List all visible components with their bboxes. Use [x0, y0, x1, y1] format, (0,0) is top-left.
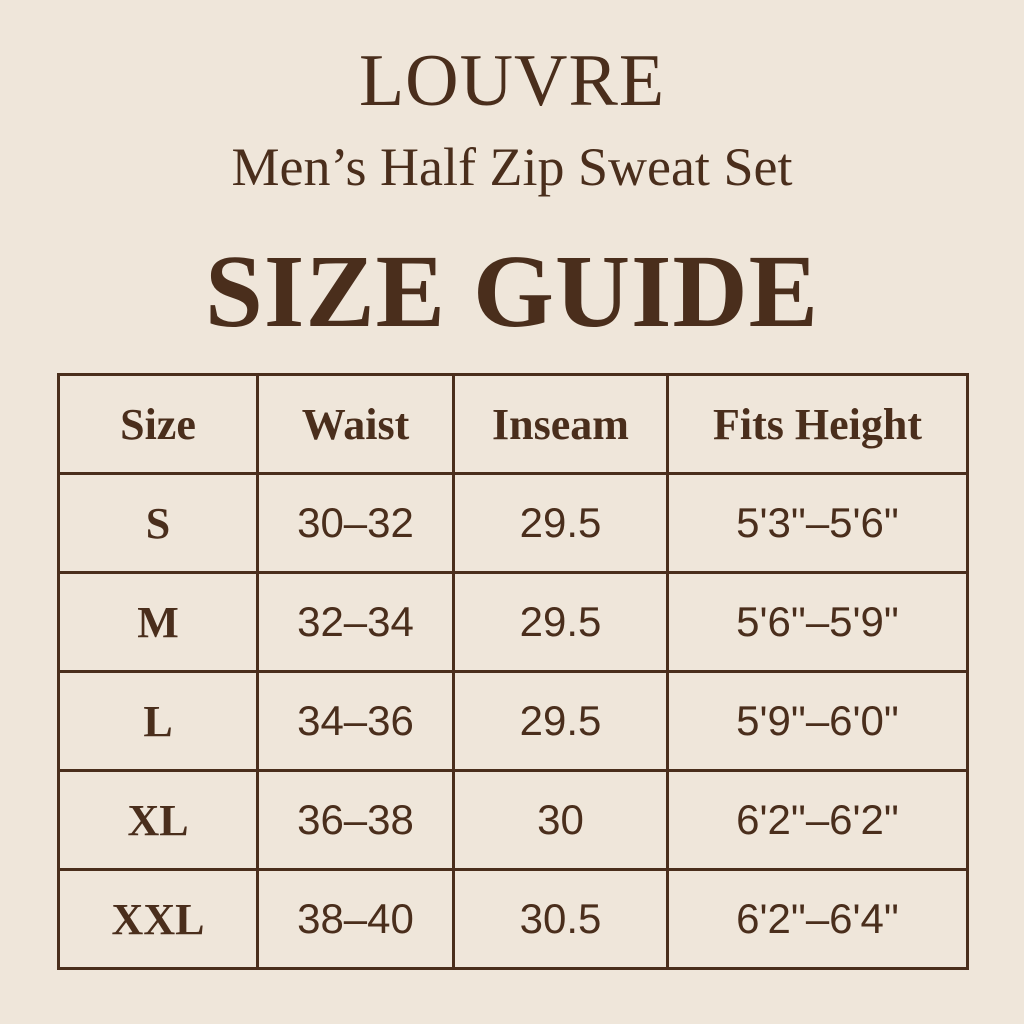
cell-size: XXL — [57, 868, 259, 970]
cell-inseam: 30 — [452, 769, 669, 871]
cell-height: 5'6"–5'9" — [666, 571, 969, 673]
header-size: Size — [57, 373, 259, 475]
table-header-row: Size Waist Inseam Fits Height — [57, 373, 969, 475]
cell-inseam: 29.5 — [452, 571, 669, 673]
header-inseam: Inseam — [452, 373, 669, 475]
cell-size: M — [57, 571, 259, 673]
table-row: S 30–32 29.5 5'3"–5'6" — [57, 472, 969, 574]
product-subtitle: Men’s Half Zip Sweat Set — [231, 137, 793, 197]
cell-size: S — [57, 472, 259, 574]
cell-inseam: 29.5 — [452, 472, 669, 574]
cell-waist: 34–36 — [256, 670, 455, 772]
header-waist: Waist — [256, 373, 455, 475]
cell-inseam: 30.5 — [452, 868, 669, 970]
cell-height: 5'9"–6'0" — [666, 670, 969, 772]
cell-size: L — [57, 670, 259, 772]
size-table: Size Waist Inseam Fits Height S 30–32 29… — [57, 373, 969, 970]
table-row: XXL 38–40 30.5 6'2"–6'4" — [57, 868, 969, 970]
table-row: M 32–34 29.5 5'6"–5'9" — [57, 571, 969, 673]
cell-waist: 38–40 — [256, 868, 455, 970]
cell-inseam: 29.5 — [452, 670, 669, 772]
cell-waist: 36–38 — [256, 769, 455, 871]
cell-size: XL — [57, 769, 259, 871]
cell-height: 5'3"–5'6" — [666, 472, 969, 574]
cell-height: 6'2"–6'4" — [666, 868, 969, 970]
cell-waist: 32–34 — [256, 571, 455, 673]
header-fits-height: Fits Height — [666, 373, 969, 475]
page-title: SIZE GUIDE — [205, 234, 819, 349]
table-row: XL 36–38 30 6'2"–6'2" — [57, 769, 969, 871]
brand-name: LOUVRE — [358, 40, 666, 122]
cell-waist: 30–32 — [256, 472, 455, 574]
table-row: L 34–36 29.5 5'9"–6'0" — [57, 670, 969, 772]
cell-height: 6'2"–6'2" — [666, 769, 969, 871]
